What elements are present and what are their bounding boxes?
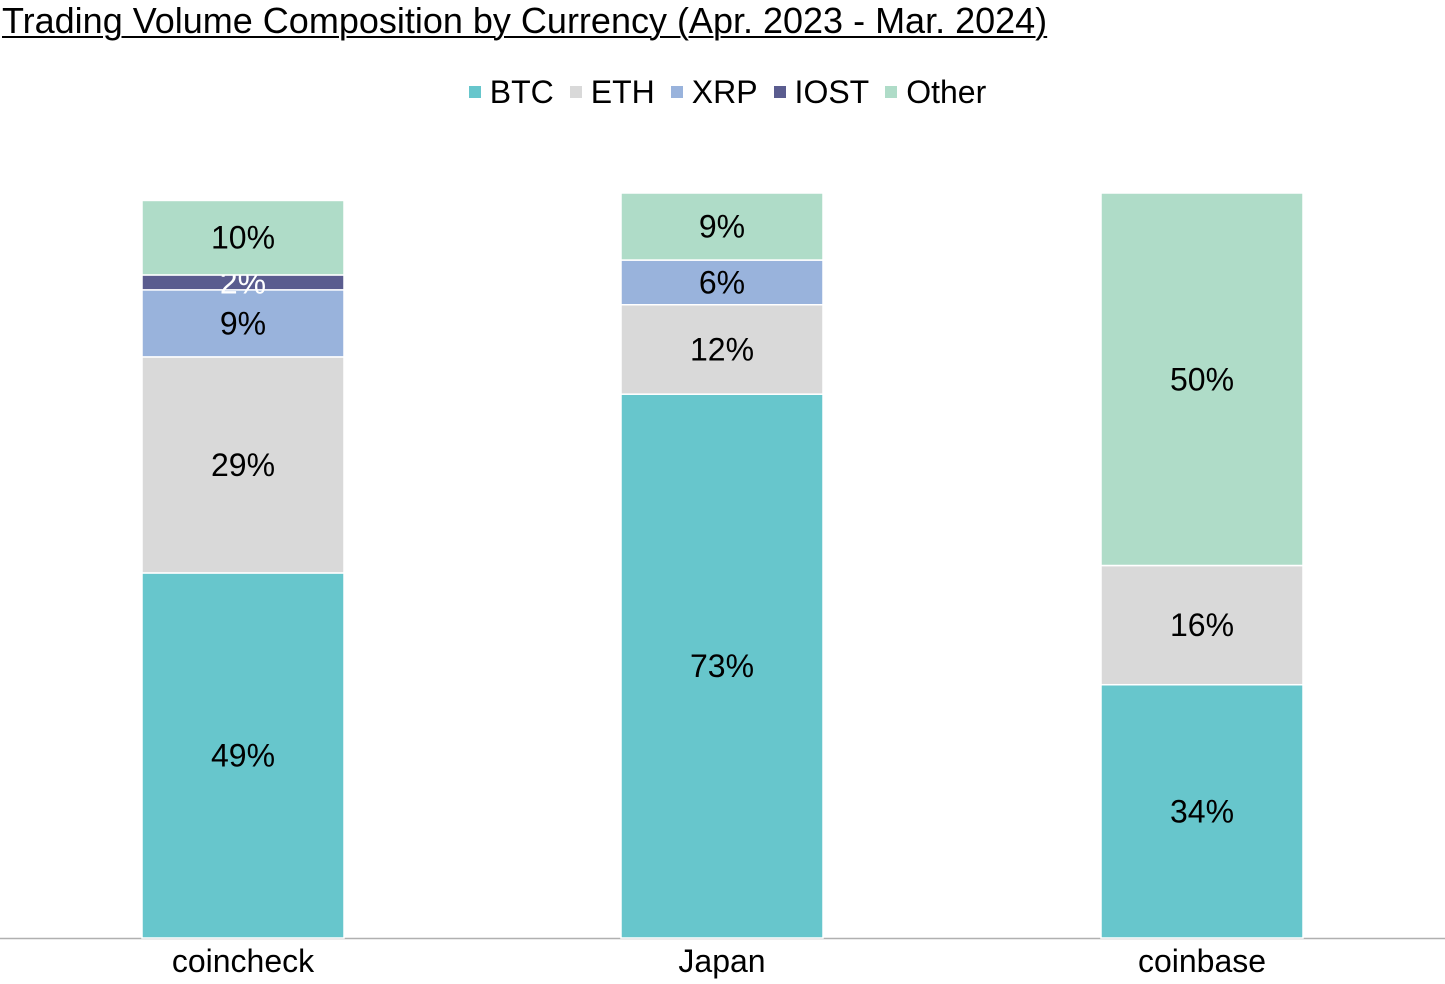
data-label-coincheck-btc: 49% (211, 737, 275, 773)
legend-swatch-btc (468, 86, 481, 98)
data-label-coincheck-eth: 29% (211, 447, 275, 483)
legend-label-xrp: XRP (691, 74, 758, 110)
bar-segment-japan-btc (620, 393, 824, 939)
legend-item-xrp: XRP (670, 72, 758, 112)
data-label-japan-btc: 73% (690, 648, 754, 684)
data-label-coincheck-other: 10% (211, 220, 275, 256)
legend-item-iost: IOST (773, 72, 870, 112)
legend-swatch-iost (773, 86, 786, 98)
data-label-coinbase-other: 50% (1170, 361, 1234, 397)
legend: BTC ETH XRP IOST Other (0, 72, 1445, 112)
legend-label-other: Other (906, 74, 987, 110)
legend-swatch-other (885, 86, 898, 98)
bar-segment-coinbase-btc (1100, 683, 1304, 939)
data-label-japan-xrp: 6% (699, 264, 745, 300)
data-label-japan-other: 9% (699, 209, 745, 245)
bar-segment-japan-eth (620, 304, 824, 395)
x-tick-label-coinbase: coinbase (1138, 943, 1266, 979)
legend-label-eth: ETH (590, 74, 655, 110)
bar-segment-coincheck-btc (141, 572, 345, 939)
bar-segment-coinbase-other (1100, 192, 1304, 567)
x-tick-label-japan: Japan (678, 943, 765, 979)
bar-segment-coincheck-eth (141, 356, 345, 574)
x-tick-label-coincheck: coincheck (172, 943, 315, 979)
legend-label-btc: BTC (489, 74, 554, 110)
legend-label-iost: IOST (794, 74, 870, 110)
data-label-coinbase-btc: 34% (1170, 793, 1234, 829)
data-label-coinbase-eth: 16% (1170, 607, 1234, 643)
bar-segment-coincheck-other (141, 199, 345, 276)
legend-item-btc: BTC (468, 72, 554, 112)
data-label-coincheck-xrp: 9% (220, 305, 266, 341)
chart-title: Trading Volume Composition by Currency (… (2, 0, 1048, 41)
bar-segment-coinbase-eth (1100, 564, 1304, 686)
legend-item-eth: ETH (569, 72, 655, 112)
legend-swatch-xrp (670, 86, 683, 98)
legend-item-other: Other (885, 72, 986, 112)
bar-segment-coincheck-xrp (141, 289, 345, 358)
legend-swatch-eth (569, 86, 582, 98)
bar-segment-japan-other (620, 192, 824, 261)
data-label-japan-eth: 12% (690, 331, 754, 367)
